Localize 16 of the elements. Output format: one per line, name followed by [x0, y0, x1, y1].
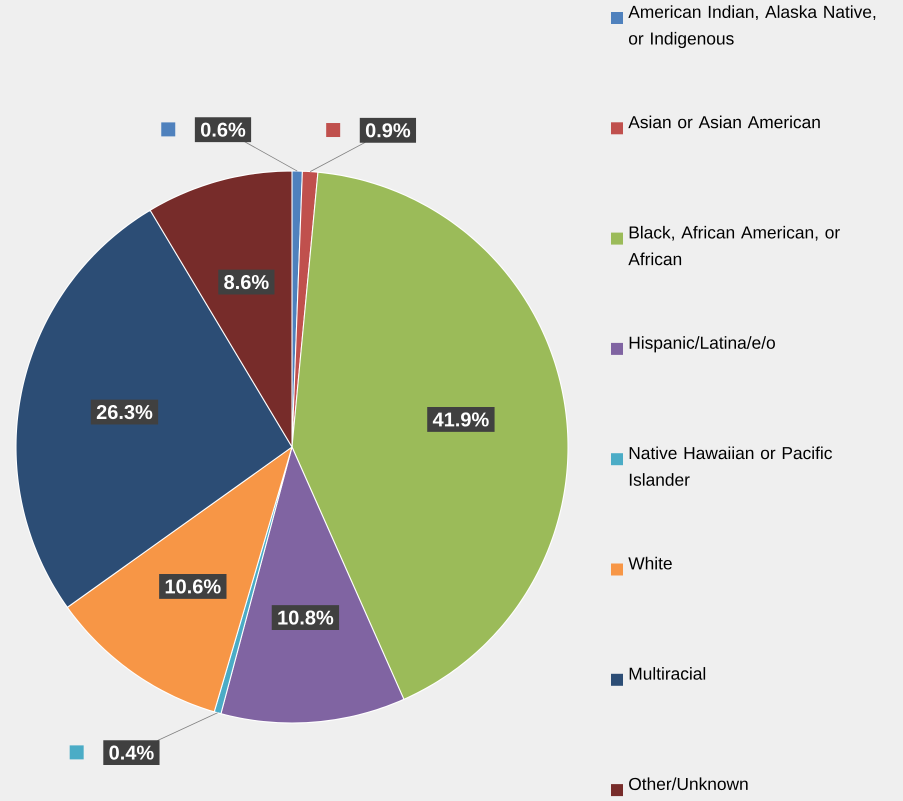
legend-label: Other/Unknown — [629, 777, 748, 790]
legend-label: Hispanic/Latina/e/o — [630, 336, 775, 352]
legend-label: Native Hawaiian or Pacific Islander — [630, 446, 832, 486]
data-label: 10.8% — [278, 610, 334, 625]
legend-label: Multiracial — [630, 667, 706, 680]
data-label: 8.6% — [224, 274, 269, 290]
data-label: 26.3% — [96, 404, 152, 420]
data-label: 41.9% — [432, 412, 489, 427]
legend-label: Black, African American, or African — [628, 226, 840, 266]
legend-label: White — [628, 556, 672, 570]
data-label: 0.6% — [200, 122, 246, 137]
data-label: 10.6% — [166, 579, 221, 594]
legend-label: American Indian, Alaska Native, or Indigenous — [628, 5, 876, 48]
data-label: 0.4% — [109, 746, 154, 760]
legend-label: Asian or Asian American — [628, 116, 820, 128]
data-label: 0.9% — [366, 123, 410, 138]
